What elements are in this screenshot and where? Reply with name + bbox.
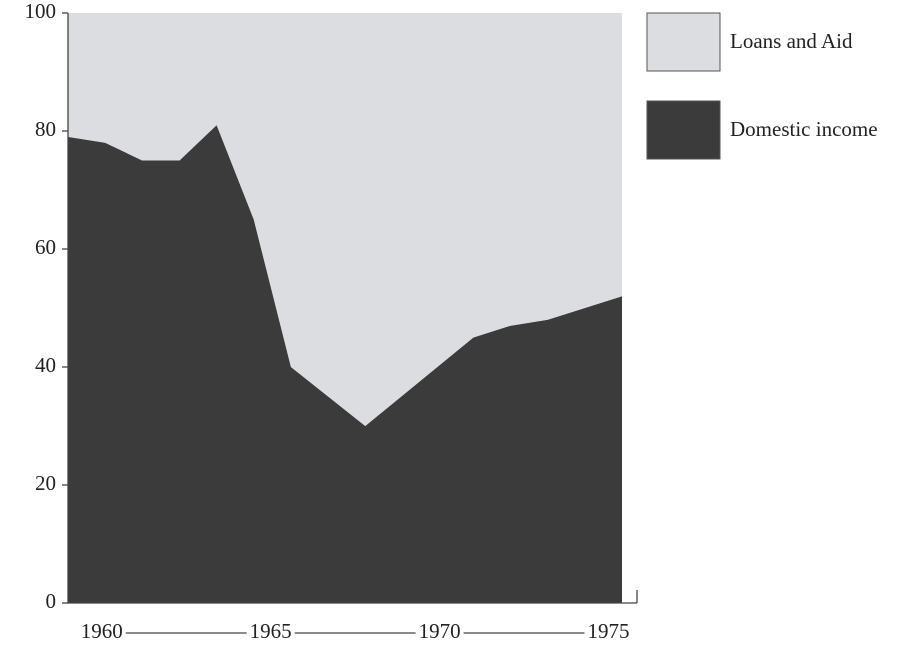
y-tick-label: 80 xyxy=(35,117,56,141)
x-tick-label: 1965 xyxy=(250,619,292,643)
area xyxy=(68,125,622,603)
y-tick-label: 100 xyxy=(25,0,57,23)
y-tick-label: 0 xyxy=(46,589,57,613)
x-tick-label: 1970 xyxy=(419,619,461,643)
area xyxy=(68,13,622,426)
y-tick-label: 40 xyxy=(35,353,56,377)
legend-swatch xyxy=(646,100,721,160)
y-tick-label: 60 xyxy=(35,235,56,259)
legend-swatch xyxy=(646,12,721,72)
legend-label: Loans and Aid xyxy=(730,29,853,53)
y-tick-label: 20 xyxy=(35,471,56,495)
x-tick-label: 1960 xyxy=(81,619,123,643)
x-tick-label: 1975 xyxy=(587,619,629,643)
legend-label: Domestic income xyxy=(730,117,878,141)
